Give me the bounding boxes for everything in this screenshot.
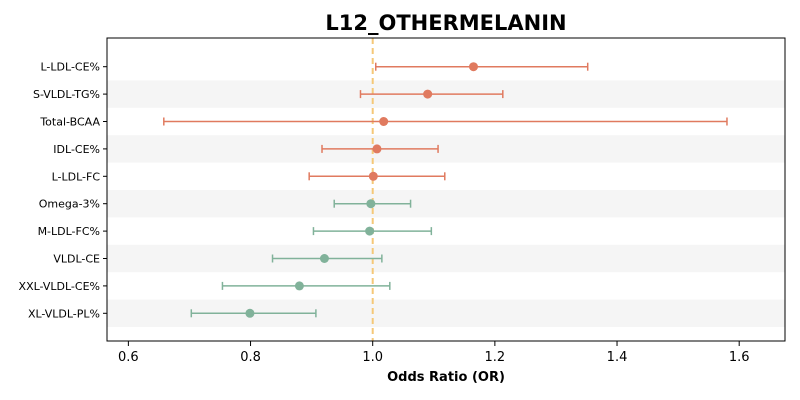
odds-ratio-point xyxy=(245,308,255,318)
y-tick-label: Total-BCAA xyxy=(39,116,100,129)
x-tick-label: 0.6 xyxy=(118,350,139,365)
chart-title: L12_OTHERMELANIN xyxy=(325,11,566,35)
odds-ratio-point xyxy=(372,144,382,154)
odds-ratio-point xyxy=(319,254,329,263)
x-axis-label: Odds Ratio (OR) xyxy=(387,370,505,385)
row-stripe xyxy=(107,244,785,273)
y-tick-label: VLDL-CE xyxy=(53,253,100,266)
forest-marks xyxy=(163,62,728,318)
x-tick-label: 1.6 xyxy=(729,350,750,365)
y-tick-label: S-VLDL-TG% xyxy=(33,88,100,101)
y-tick-label: L-LDL-CE% xyxy=(41,61,101,74)
y-tick-label: XXL-VLDL-CE% xyxy=(19,280,100,293)
y-tick-label: L-LDL-FC xyxy=(52,170,101,183)
row-stripes xyxy=(107,80,785,327)
row-stripe xyxy=(107,135,785,163)
x-tick-label: 1.2 xyxy=(485,350,506,365)
x-tick-label: 0.8 xyxy=(240,350,261,365)
odds-ratio-point xyxy=(368,171,378,181)
x-tick-label: 1.0 xyxy=(362,350,383,365)
y-tick-label: XL-VLDL-PL% xyxy=(28,307,100,320)
odds-ratio-point xyxy=(379,117,389,126)
x-axis: 0.6 0.8 1.0 1.2 1.4 1.6 xyxy=(118,341,750,365)
row-stripe xyxy=(107,190,785,218)
odds-ratio-point xyxy=(366,199,376,209)
y-tick-label: M-LDL-FC% xyxy=(38,225,100,238)
x-tick-label: 1.4 xyxy=(607,350,628,365)
y-tick-label: IDL-CE% xyxy=(53,143,100,156)
y-tick-label: Omega-3% xyxy=(39,198,100,211)
plot-frame xyxy=(106,37,786,342)
y-axis: L-LDL-CE% S-VLDL-TG% Total-BCAA IDL-CE% L-LD… xyxy=(19,61,107,320)
odds-ratio-point xyxy=(423,89,433,99)
odds-ratio-point xyxy=(468,62,478,72)
odds-ratio-point xyxy=(294,281,304,291)
odds-ratio-point xyxy=(365,226,375,236)
